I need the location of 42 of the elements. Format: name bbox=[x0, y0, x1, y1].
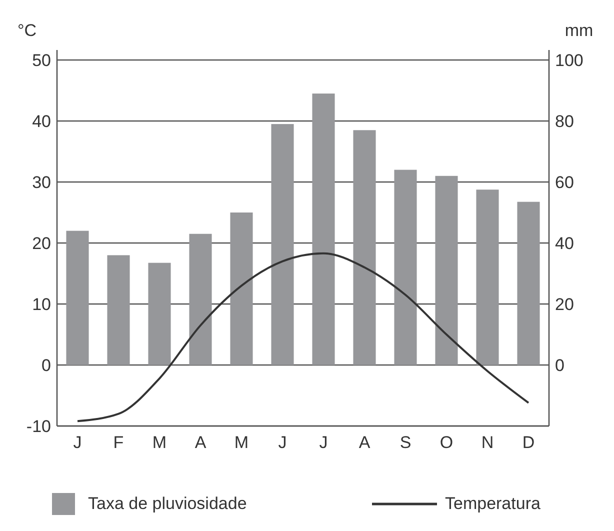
bar bbox=[517, 202, 540, 365]
y-tick-label: 30 bbox=[32, 172, 51, 192]
legend-label: Taxa de pluviosidade bbox=[88, 494, 247, 513]
bar bbox=[435, 176, 458, 365]
x-tick-label: S bbox=[400, 433, 412, 452]
legend-label: Temperatura bbox=[445, 494, 541, 513]
y2-tick-label: 100 bbox=[555, 50, 584, 70]
bar bbox=[230, 212, 253, 365]
x-tick-label: D bbox=[522, 433, 535, 452]
bar bbox=[394, 170, 417, 365]
y2-tick-label: 80 bbox=[555, 112, 574, 131]
y2-tick-label: 60 bbox=[555, 172, 574, 192]
y-tick-label: 10 bbox=[32, 294, 51, 314]
y-tick-label: 20 bbox=[32, 234, 51, 253]
line-series bbox=[76, 252, 530, 422]
y-tick-label: 50 bbox=[32, 50, 51, 70]
x-tick-label: M bbox=[234, 433, 249, 452]
y2-axis-title: mm bbox=[564, 21, 594, 40]
y-tick-label: -10 bbox=[26, 416, 51, 436]
x-tick-label: J bbox=[73, 433, 82, 452]
bar bbox=[189, 234, 212, 365]
y-tick-label: 0 bbox=[42, 356, 51, 375]
x-tick-label: M bbox=[152, 433, 167, 452]
y2-tick-label: 40 bbox=[555, 234, 574, 253]
bar bbox=[312, 94, 335, 365]
x-tick-label: O bbox=[440, 433, 454, 452]
y2-tick-label: 0 bbox=[555, 356, 564, 375]
bar bbox=[107, 255, 130, 365]
y-axis-title: °C bbox=[17, 21, 37, 40]
bar bbox=[353, 130, 376, 365]
x-tick-label: A bbox=[194, 433, 207, 452]
x-tick-label: A bbox=[358, 433, 371, 452]
bar bbox=[271, 124, 294, 365]
bar bbox=[148, 262, 171, 365]
y2-tick-label: 20 bbox=[555, 294, 574, 314]
x-tick-label: J bbox=[278, 433, 287, 452]
bar bbox=[476, 190, 499, 365]
bar bbox=[66, 230, 89, 365]
x-tick-label: J bbox=[319, 433, 328, 452]
x-tick-label: F bbox=[113, 433, 124, 452]
x-tick-label: N bbox=[481, 433, 494, 452]
y-tick-label: 40 bbox=[32, 112, 51, 131]
